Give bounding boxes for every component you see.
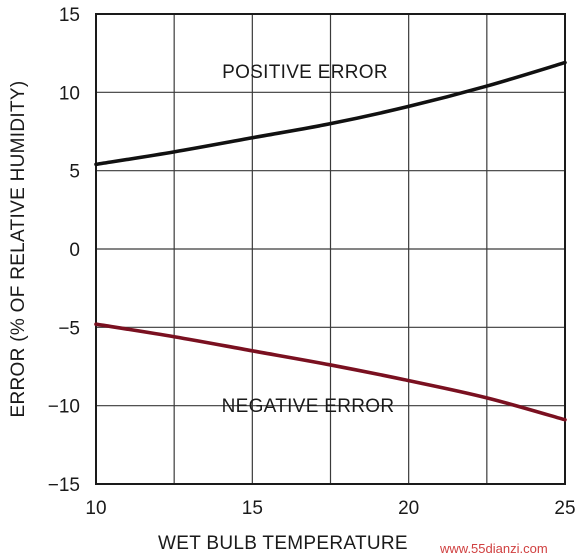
plot-frame xyxy=(95,13,566,485)
x-axis-label: WET BULB TEMPERATURE xyxy=(158,533,408,554)
y-tick-label: −5 xyxy=(58,318,80,339)
positive-error-line xyxy=(94,60,567,167)
tick-labels: 10 15 20 25 15 10 5 0 −5 −10 −15 xyxy=(48,5,576,519)
x-tick-label: 20 xyxy=(398,498,419,519)
x-tick-label: 15 xyxy=(242,498,263,519)
y-tick-label: 15 xyxy=(59,5,80,26)
grid xyxy=(96,14,565,484)
watermark-backing xyxy=(430,536,580,559)
series-layer xyxy=(94,60,567,422)
y-axis-label: ERROR (% OF RELATIVE HUMIDITY) xyxy=(8,81,29,418)
y-tick-label: −10 xyxy=(48,397,80,418)
y-tick-label: 10 xyxy=(59,83,80,104)
x-tick-label: 10 xyxy=(85,498,106,519)
watermark-text: www.55dianzi.com xyxy=(439,541,548,556)
x-tick-label: 25 xyxy=(554,498,575,519)
positive-error-label: POSITIVE ERROR xyxy=(222,62,388,83)
negative-error-line xyxy=(94,322,567,422)
y-tick-label: 0 xyxy=(69,240,80,261)
y-tick-label: −15 xyxy=(48,475,80,496)
y-tick-label: 5 xyxy=(69,162,80,183)
negative-error-label: NEGATIVE ERROR xyxy=(222,396,395,417)
